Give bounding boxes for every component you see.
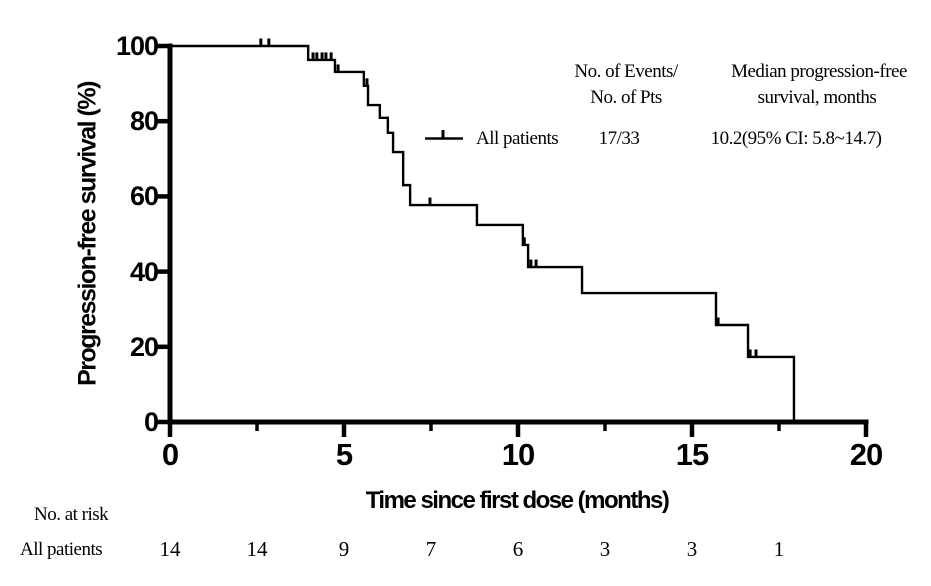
risk-table-title: No. at risk [34, 504, 109, 525]
legend-events-header-line2: No. of Pts [590, 87, 662, 108]
risk-count-value: 6 [512, 537, 524, 561]
y-tick-label: 40 [129, 256, 159, 287]
legend-median-header-line1: Median progression-free [731, 61, 907, 82]
x-tick-label: 0 [161, 437, 179, 472]
legend-series-median-value: 10.2(95% CI: 5.8~14.7) [710, 128, 882, 149]
x-axis-title: Time since first dose (months) [365, 487, 670, 514]
km-survival-curve [170, 44, 796, 422]
risk-count-value: 7 [425, 537, 437, 561]
y-tick-label: 60 [129, 181, 159, 212]
risk-count-value: 14 [246, 537, 268, 561]
risk-count-value: 9 [338, 537, 350, 561]
risk-table-row-label: All patients [20, 539, 103, 560]
y-tick-label: 100 [115, 31, 159, 61]
x-tick-label: 15 [675, 437, 709, 472]
legend-series-label: All patients [476, 128, 559, 149]
x-tick-label: 20 [849, 437, 883, 472]
risk-count-value: 3 [686, 537, 698, 561]
y-tick-label: 0 [143, 407, 159, 437]
y-tick-label: 80 [129, 106, 159, 137]
x-tick-label: 5 [335, 437, 353, 472]
legend-events-header-line1: No. of Events/ [574, 61, 678, 82]
legend-series-events-value: 17/33 [598, 128, 640, 149]
risk-count-value: 14 [159, 537, 181, 561]
legend-median-header-line2: survival, months [757, 87, 877, 108]
y-tick-label: 20 [129, 331, 159, 362]
risk-count-value: 1 [773, 537, 785, 561]
x-tick-label: 10 [501, 437, 535, 472]
risk-count-value: 3 [599, 537, 611, 561]
